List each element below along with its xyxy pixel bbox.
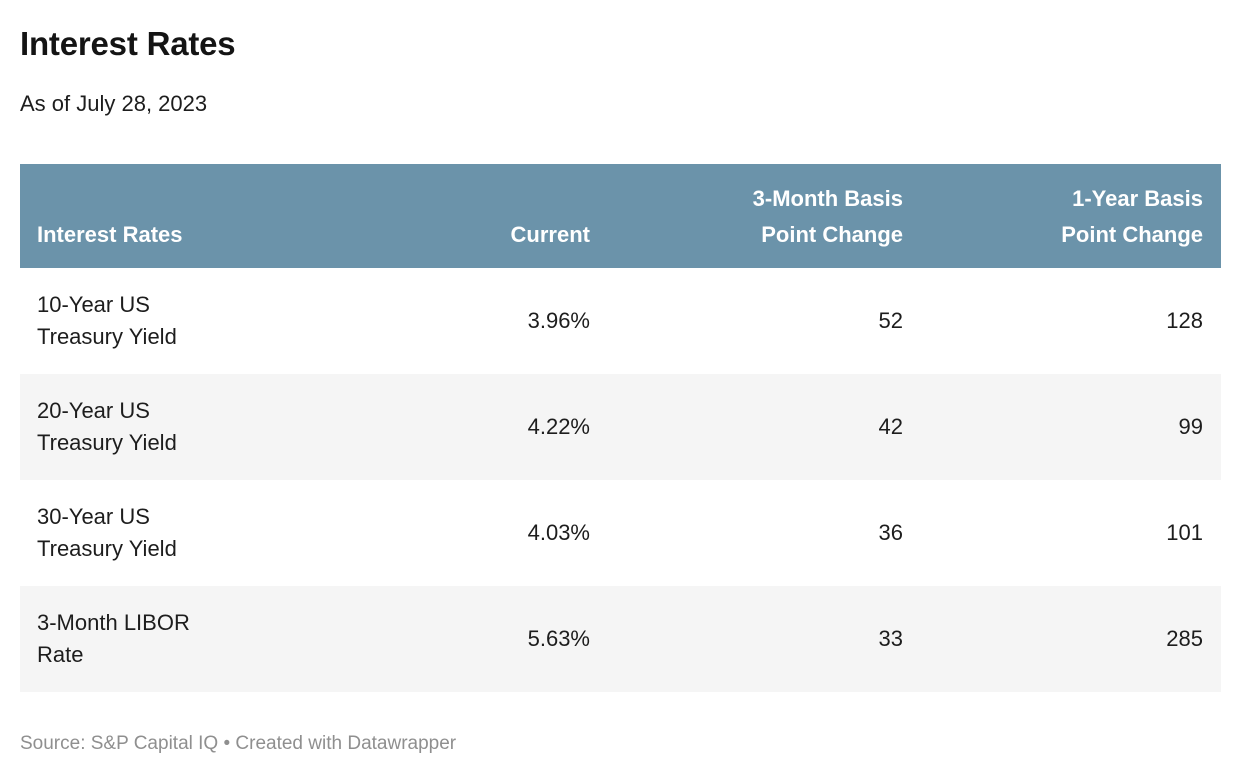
interest-rates-table: Interest Rates Current 3-Month Basis Poi… <box>20 164 1221 692</box>
row-label: 30-Year US Treasury Yield <box>37 504 177 561</box>
column-header-3-month-basis-point-change: 3-Month Basis Point Change <box>608 164 921 268</box>
current-value: 5.63% <box>527 626 590 651</box>
bp-change-1-year-value: 99 <box>1178 414 1203 439</box>
bp-change-3-month-value: 52 <box>878 308 903 333</box>
bp-change-3-month-value: 42 <box>878 414 903 439</box>
source-attribution-note: Source: S&P Capital IQ • Created with Da… <box>20 733 457 754</box>
current-value: 4.22% <box>527 414 590 439</box>
table-row-30-year-treasury: 30-Year US Treasury Yield 4.03% 36 101 <box>20 480 1221 586</box>
table-row-10-year-treasury: 10-Year US Treasury Yield 3.96% 52 128 <box>20 268 1221 374</box>
bp-change-1-year-value: 128 <box>1166 308 1203 333</box>
row-label: 10-Year US Treasury Yield <box>37 292 177 349</box>
bp-change-1-year-value: 285 <box>1166 626 1203 651</box>
current-value: 3.96% <box>527 308 590 333</box>
table-row-3-month-libor: 3-Month LIBOR Rate 5.63% 33 285 <box>20 586 1221 692</box>
chart-subtitle: As of July 28, 2023 <box>20 91 208 116</box>
bp-change-3-month-value: 33 <box>878 626 903 651</box>
column-header-current: Current <box>350 164 608 268</box>
datawrapper-table-page: Interest Rates As of July 28, 2023 Inter… <box>0 22 1240 776</box>
column-header-interest-rates: Interest Rates <box>20 164 350 268</box>
table-row-20-year-treasury: 20-Year US Treasury Yield 4.22% 42 99 <box>20 374 1221 480</box>
bp-change-3-month-value: 36 <box>878 520 903 545</box>
chart-title: Interest Rates <box>20 25 236 62</box>
row-label: 20-Year US Treasury Yield <box>37 398 177 455</box>
row-label: 3-Month LIBOR Rate <box>37 610 190 667</box>
current-value: 4.03% <box>527 520 590 545</box>
table-header-row: Interest Rates Current 3-Month Basis Poi… <box>20 164 1221 268</box>
column-header-1-year-basis-point-change: 1-Year Basis Point Change <box>921 164 1221 268</box>
bp-change-1-year-value: 101 <box>1166 520 1203 545</box>
